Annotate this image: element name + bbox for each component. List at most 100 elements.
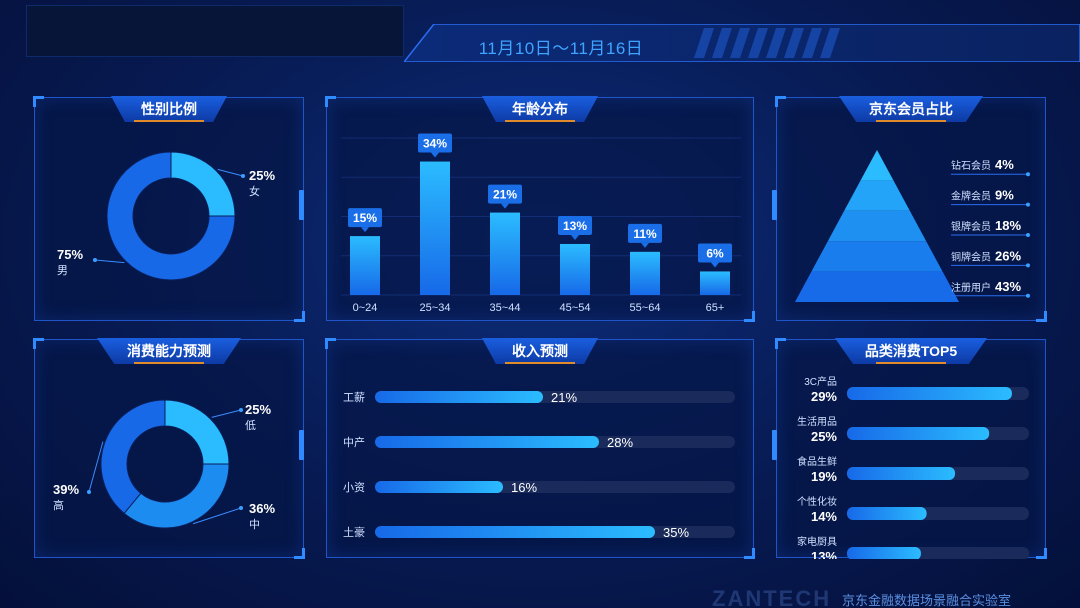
income-category-label: 小资 xyxy=(343,481,365,494)
donut-slice-高 xyxy=(100,399,166,515)
slice-name-label: 男 xyxy=(57,265,68,277)
age-bar-value-label: 34% xyxy=(423,137,447,151)
membership-chart: 钻石会员 4% 金牌会员 9% 银牌会员 18% 铜牌会员 26% 注册用户 43% xyxy=(795,150,1030,302)
category-value-label: 29% xyxy=(811,389,837,404)
title-underline xyxy=(505,120,575,122)
donut-slice-低 xyxy=(164,399,230,465)
leader-dot xyxy=(241,174,245,178)
income-value-label: 21% xyxy=(551,390,577,405)
age-bar-55~64 xyxy=(630,251,660,295)
membership-panel: 京东会员占比 钻石会员 4% 金牌会员 9% 银牌会员 18% 铜牌会员 26% 注册用户 43% xyxy=(775,96,1047,322)
pyramid-level-name: 金牌会员 xyxy=(951,190,991,203)
age-bar-label-pointer xyxy=(361,227,369,233)
category-name-label: 生活用品 xyxy=(797,415,837,428)
leader-line xyxy=(211,409,242,418)
title-underline xyxy=(876,120,946,122)
income-category-label: 土豪 xyxy=(343,525,365,539)
age-bar-value-label: 13% xyxy=(563,219,587,233)
age-x-tick-label: 35~44 xyxy=(490,302,521,314)
spending-power-panel-title: 消费能力预测 xyxy=(97,338,241,364)
category-panel-title: 品类消费TOP5 xyxy=(834,338,988,364)
age-bar-label-pointer xyxy=(501,203,509,209)
slice-value-label: 25% xyxy=(245,402,271,417)
category-name-label: 食品生鲜 xyxy=(797,455,837,468)
income-bar-小资 xyxy=(375,481,503,493)
membership-panel-title: 京东会员占比 xyxy=(839,96,983,122)
pyramid-level-value: 18% xyxy=(995,218,1021,233)
age-bar-label-pointer xyxy=(711,262,719,268)
pyramid-level-value: 26% xyxy=(995,248,1021,263)
footer-brand: ZANTECH xyxy=(712,586,832,608)
side-tick xyxy=(772,430,777,460)
pyramid-level-name: 钻石会员 xyxy=(951,159,991,172)
pyramid-underline-dot xyxy=(1026,233,1030,237)
header-title-box xyxy=(26,5,404,57)
age-chart: 15% 0~24 34% 25~34 21% 35~44 13% 45~54 11% 55~64 6… xyxy=(341,133,741,314)
donut-slice-中 xyxy=(123,463,230,529)
age-bar-label-bg xyxy=(348,208,382,228)
slice-name-label: 高 xyxy=(53,498,64,512)
income-chart: 工薪 21% 中产 28% 小资 16% 土豪 35% xyxy=(343,390,735,540)
income-panel: 收入预测 工薪 21% 中产 28% 小资 16% 土豪 35% xyxy=(325,338,755,559)
leader-line xyxy=(217,168,244,177)
age-bar-value-label: 15% xyxy=(353,211,377,225)
income-bar-中产 xyxy=(375,436,599,448)
leader-line xyxy=(192,507,242,525)
age-bar-label-bg xyxy=(418,133,452,153)
age-panel: 年龄分布 15% 0~24 34% 25~34 21% 35~44 13% 45~54 11% 5… xyxy=(325,96,755,322)
income-category-label: 中产 xyxy=(343,435,365,449)
category-value-label: 19% xyxy=(811,469,837,484)
header-band xyxy=(404,24,1080,62)
category-panel: 品类消费TOP5 3C产品 29% 生活用品 25% 食品生鲜 19% 个性化妆 14% 家电厨… xyxy=(775,338,1047,559)
pyramid-underline-dot xyxy=(1026,263,1030,268)
age-bar-value-label: 6% xyxy=(706,246,724,260)
age-bar-label-pointer xyxy=(641,242,649,248)
title-underline xyxy=(505,362,575,364)
category-value-label: 13% xyxy=(811,549,837,559)
income-category-label: 工薪 xyxy=(343,391,365,404)
slice-name-label: 中 xyxy=(249,518,260,531)
category-name-label: 家电厨具 xyxy=(797,535,837,548)
spending-power-chart: 25% 低 36% 中 39%高 xyxy=(53,399,275,531)
slice-value-label: 39% xyxy=(53,482,79,497)
income-bar-工薪 xyxy=(375,391,543,403)
donut-slice-男 xyxy=(106,151,236,281)
spending-power-panel: 消费能力预测 25% 低 36% 中 39% 高 xyxy=(33,338,305,559)
side-tick xyxy=(772,190,777,220)
age-bar-value-label: 11% xyxy=(633,227,657,241)
gender-panel-title: 性别比例 xyxy=(111,96,227,122)
age-bar-25~34 xyxy=(420,161,450,295)
donut-slice-女 xyxy=(170,151,236,217)
age-bar-0~24 xyxy=(350,236,380,295)
leader-line xyxy=(94,259,125,264)
leader-dot xyxy=(93,258,97,262)
side-tick xyxy=(299,190,304,220)
slice-name-label: 低 xyxy=(245,419,256,432)
income-value-label: 16% xyxy=(511,480,537,495)
age-bar-45~54 xyxy=(560,243,590,295)
age-x-tick-label: 0~24 xyxy=(353,302,378,314)
pyramid-level-value: 9% xyxy=(995,188,1014,203)
age-panel-title: 年龄分布 xyxy=(482,96,598,122)
pyramid-level-value: 43% xyxy=(995,279,1021,294)
age-bar-label-bg xyxy=(558,215,592,235)
age-bar-label-bg xyxy=(628,223,662,243)
pyramid-level-金牌会员 xyxy=(844,180,910,211)
age-x-tick-label: 45~54 xyxy=(560,302,591,314)
category-name-label: 3C产品 xyxy=(804,375,837,388)
pyramid-level-name: 银牌会员 xyxy=(951,220,991,233)
slice-value-label: 25% xyxy=(249,168,275,183)
category-bar-个性化妆 xyxy=(847,507,927,520)
slice-value-label: 75% xyxy=(57,247,83,262)
gender-chart: 25%女 75% 男 xyxy=(57,151,275,281)
title-underline xyxy=(134,120,204,122)
side-tick xyxy=(299,430,304,460)
gender-panel: 性别比例 25% 女 75% 男 xyxy=(33,96,305,322)
category-bar-食品生鲜 xyxy=(847,467,956,480)
category-bar-3C产品 xyxy=(847,387,1012,400)
category-value-label: 14% xyxy=(811,509,837,524)
leader-line xyxy=(88,441,104,493)
pyramid-underline-dot xyxy=(1026,202,1030,207)
pyramid-level-注册用户 xyxy=(795,271,959,302)
